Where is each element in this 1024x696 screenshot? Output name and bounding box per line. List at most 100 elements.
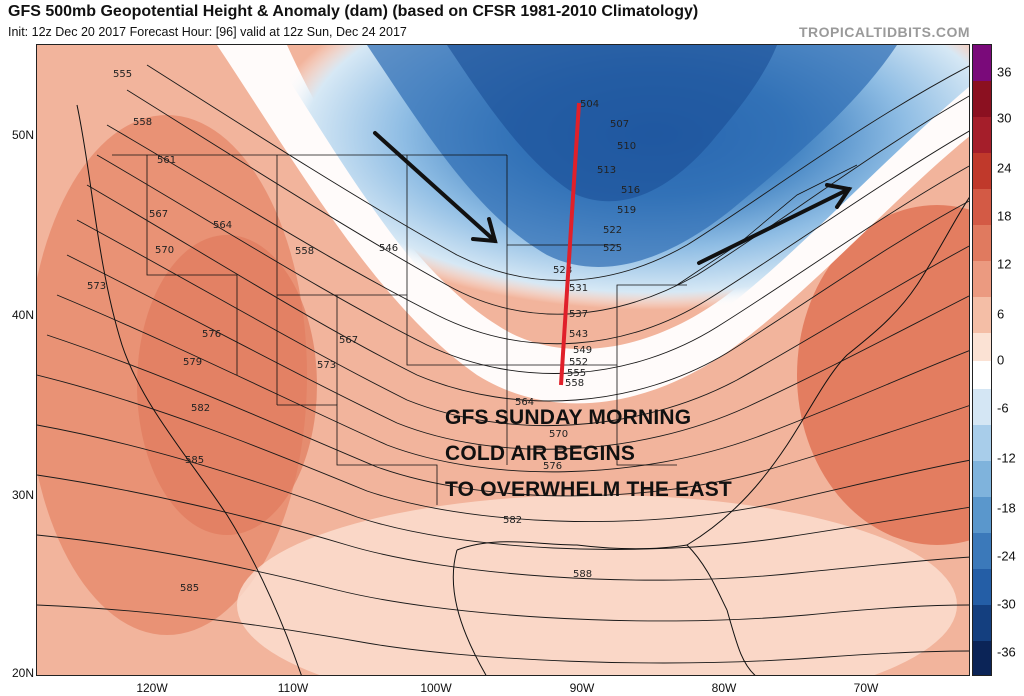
lat-label: 50N bbox=[11, 128, 34, 142]
coastlines bbox=[76, 104, 969, 675]
colorbar-segment bbox=[973, 425, 991, 461]
contour-label: 543 bbox=[569, 329, 588, 340]
contour-label: 573 bbox=[87, 281, 106, 292]
lon-label: 110W bbox=[277, 681, 309, 695]
contour-label: 585 bbox=[185, 455, 204, 466]
contour-label: 558 bbox=[295, 246, 314, 257]
contour-label: 564 bbox=[515, 397, 534, 408]
lat-label: 40N bbox=[11, 308, 34, 322]
lat-label: 30N bbox=[11, 488, 34, 502]
colorbar-label: 18 bbox=[997, 208, 1012, 224]
contour-label: 519 bbox=[617, 205, 636, 216]
colorbar-segment bbox=[973, 153, 991, 189]
northwest-arrowhead bbox=[471, 217, 498, 244]
contour-label: 555 bbox=[567, 368, 586, 379]
colorbar-segment bbox=[973, 641, 991, 675]
colorbar-label: 24 bbox=[997, 160, 1012, 176]
contour-label: 558 bbox=[133, 117, 152, 128]
colorbar-label: 12 bbox=[997, 256, 1012, 272]
atlantic-ridge bbox=[797, 205, 969, 545]
contour-label: 576 bbox=[543, 461, 562, 472]
colorbar-segment bbox=[973, 461, 991, 497]
contour-label: 516 bbox=[621, 185, 640, 196]
contour-label: 558 bbox=[565, 378, 584, 389]
anomaly-map: 504 507 510 513 516 519 522 525 528 531 … bbox=[36, 44, 970, 676]
colorbar-label: 30 bbox=[997, 110, 1012, 126]
colorbar-label: -18 bbox=[997, 500, 1016, 516]
contour-label: 528 bbox=[553, 265, 572, 276]
northwest-flow-arrow bbox=[373, 131, 497, 243]
flow-arrows bbox=[373, 131, 853, 265]
contour-label: 582 bbox=[191, 403, 210, 414]
colorbar-label: -30 bbox=[997, 596, 1016, 612]
colorbar-segment bbox=[973, 389, 991, 425]
northeast-arrowhead bbox=[825, 183, 853, 209]
contour-label: 588 bbox=[573, 569, 592, 580]
contour-label: 564 bbox=[213, 220, 232, 231]
lon-label: 80W bbox=[711, 681, 737, 695]
annotation-line-2: COLD AIR BEGINS bbox=[445, 442, 636, 465]
colorbar-segment bbox=[973, 81, 991, 117]
anomaly-colorbar bbox=[972, 44, 992, 676]
colorbar-label: 36 bbox=[997, 64, 1012, 80]
west-ridge-inner bbox=[137, 235, 317, 535]
contour-label: 531 bbox=[569, 283, 588, 294]
colorbar-segment bbox=[973, 117, 991, 153]
map-canvas: 504 507 510 513 516 519 522 525 528 531 … bbox=[37, 45, 969, 675]
lon-label: 70W bbox=[853, 681, 879, 695]
colorbar-label: 0 bbox=[997, 352, 1005, 368]
contour-label: 537 bbox=[569, 309, 588, 320]
contour-label: 567 bbox=[149, 209, 168, 220]
colorbar-segment bbox=[973, 45, 991, 81]
contour-label: 579 bbox=[183, 357, 202, 368]
lat-label: 20N bbox=[11, 666, 34, 680]
political-boundaries bbox=[112, 154, 858, 505]
colorbar-segment bbox=[973, 261, 991, 297]
colorbar-label: -36 bbox=[997, 644, 1016, 660]
lon-label: 120W bbox=[136, 681, 168, 695]
contour-label: 570 bbox=[155, 245, 174, 256]
contour-label: 585 bbox=[180, 583, 199, 594]
colorbar-segment bbox=[973, 605, 991, 641]
colorbar-label: -24 bbox=[997, 548, 1016, 564]
contour-label: 582 bbox=[503, 515, 522, 526]
contour-label: 546 bbox=[379, 243, 398, 254]
northeast-flow-arrow bbox=[697, 187, 851, 265]
colorbar-segment bbox=[973, 189, 991, 225]
lon-label: 100W bbox=[420, 681, 452, 695]
contour-label: 522 bbox=[603, 225, 622, 236]
contour-label: 513 bbox=[597, 165, 616, 176]
contour-label: 570 bbox=[549, 429, 568, 440]
gulf-pale-zone bbox=[237, 495, 957, 675]
trough-axis-line bbox=[559, 102, 581, 386]
chart-title: GFS 500mb Geopotential Height & Anomaly … bbox=[8, 3, 699, 20]
contour-label: 567 bbox=[339, 335, 358, 346]
contour-label: 504 bbox=[580, 99, 599, 110]
contour-label: 549 bbox=[573, 345, 592, 356]
contour-label: 555 bbox=[113, 69, 132, 80]
contour-label: 561 bbox=[157, 155, 176, 166]
brand-watermark: TROPICALTIDBITS.COM bbox=[798, 24, 970, 40]
colorbar-segment bbox=[973, 533, 991, 569]
colorbar-segment bbox=[973, 297, 991, 333]
colorbar-segment bbox=[973, 225, 991, 261]
colorbar-label: 6 bbox=[997, 306, 1005, 322]
colorbar-label: -6 bbox=[997, 400, 1009, 416]
colorbar-label: -12 bbox=[997, 450, 1016, 466]
annotation-line-3: TO OVERWHELM THE EAST bbox=[445, 478, 732, 501]
colorbar-segment bbox=[973, 333, 991, 361]
contour-label: 525 bbox=[603, 243, 622, 254]
height-contours bbox=[37, 64, 969, 664]
contour-value-labels: 504 507 510 513 516 519 522 525 528 531 … bbox=[87, 69, 640, 594]
annotation-line-1: GFS SUNDAY MORNING bbox=[445, 406, 692, 429]
contour-label: 576 bbox=[202, 329, 221, 340]
contour-label: 510 bbox=[617, 141, 636, 152]
lon-label: 90W bbox=[569, 681, 595, 695]
contour-label: 573 bbox=[317, 360, 336, 371]
colorbar-segment bbox=[973, 361, 991, 389]
colorbar-segment bbox=[973, 569, 991, 605]
chart-subtitle: Init: 12z Dec 20 2017 Forecast Hour: [96… bbox=[8, 25, 407, 39]
colorbar-segment bbox=[973, 497, 991, 533]
contour-label: 552 bbox=[569, 357, 588, 368]
cold-trough-deep bbox=[447, 45, 777, 202]
